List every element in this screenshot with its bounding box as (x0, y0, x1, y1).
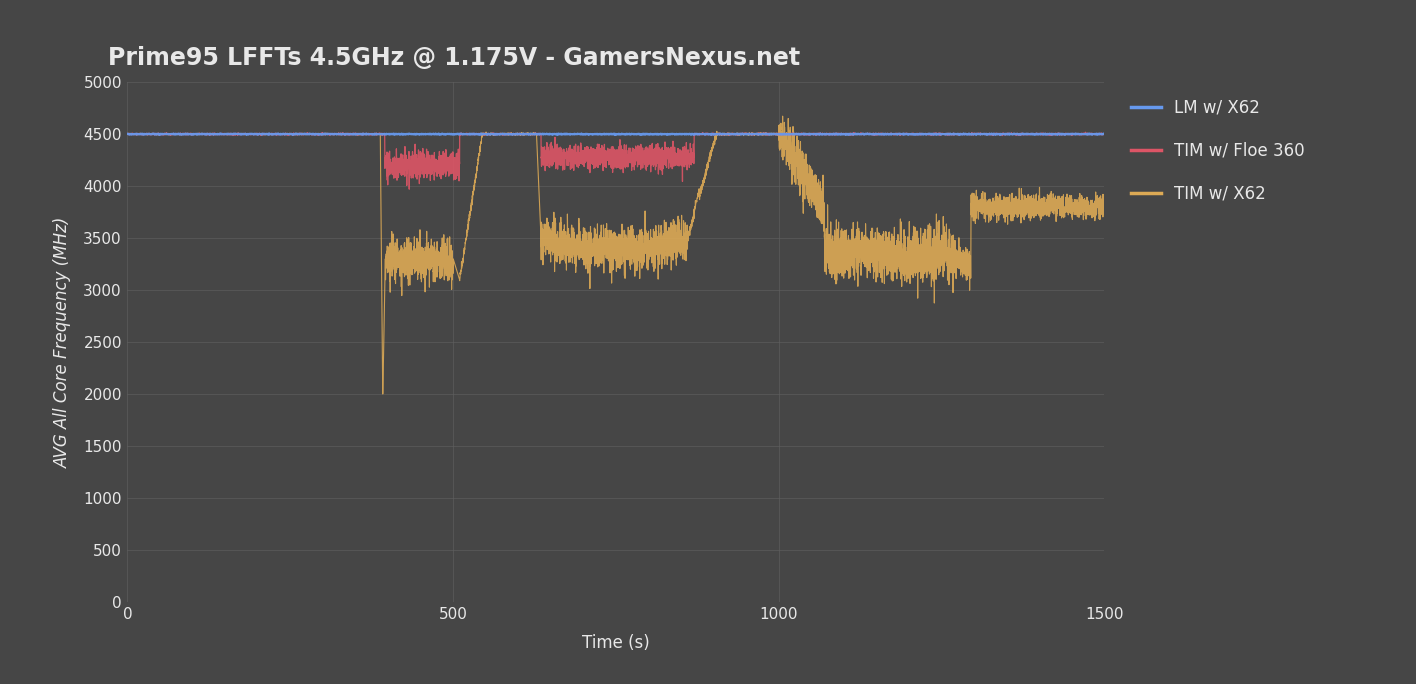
Y-axis label: AVG All Core Frequency (MHz): AVG All Core Frequency (MHz) (54, 216, 72, 468)
Legend: LM w/ X62, TIM w/ Floe 360, TIM w/ X62: LM w/ X62, TIM w/ Floe 360, TIM w/ X62 (1123, 90, 1313, 211)
Text: Prime95 LFFTs 4.5GHz @ 1.175V - GamersNexus.net: Prime95 LFFTs 4.5GHz @ 1.175V - GamersNe… (108, 47, 800, 70)
X-axis label: Time (s): Time (s) (582, 633, 650, 652)
